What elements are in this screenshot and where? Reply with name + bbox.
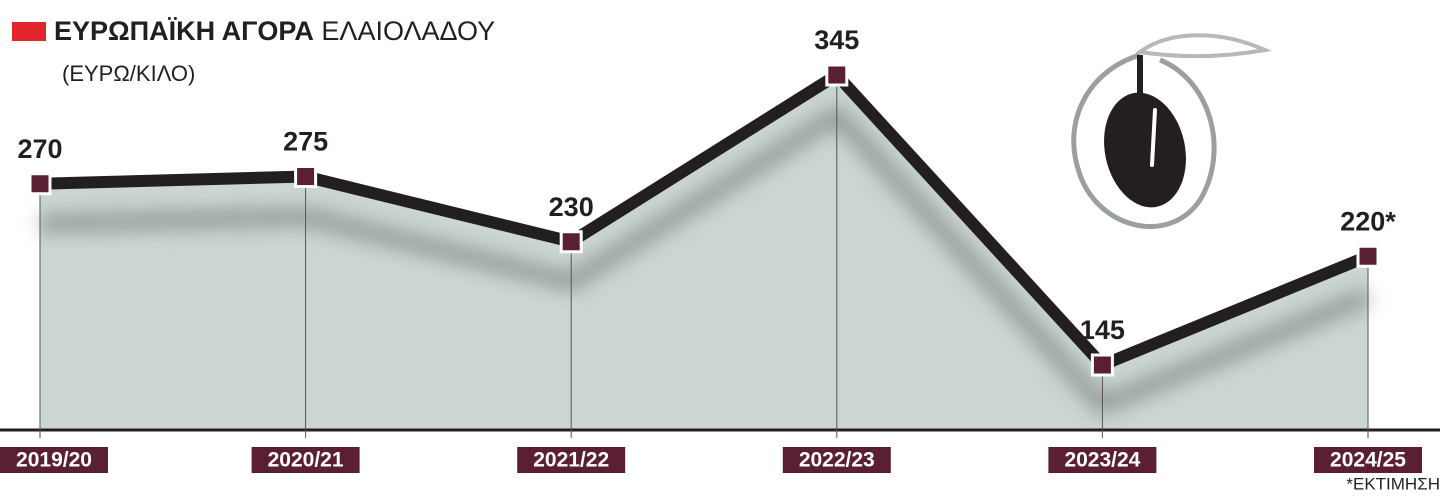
x-tick-label: 2022/23	[799, 449, 875, 472]
value-label: 275	[283, 127, 328, 157]
marker	[1092, 355, 1112, 375]
marker	[561, 232, 581, 252]
x-tick-label: 2020/21	[268, 449, 344, 472]
x-tick-label: 2021/22	[533, 449, 609, 472]
title-rest: ΕΛΑΙΟΛΑΔΟΥ	[321, 16, 495, 46]
x-tick-label: 2023/24	[1064, 449, 1140, 472]
title-bold: ΕΥΡΩΠΑΪΚΗ ΑΓΟΡΑ	[54, 16, 314, 46]
value-label: 270	[17, 134, 62, 164]
marker	[30, 174, 50, 194]
title-marker	[12, 22, 46, 41]
x-tick-label: 2024/25	[1330, 449, 1406, 472]
chart: ΕΥΡΩΠΑΪΚΗ ΑΓΟΡΑ ΕΛΑΙΟΛΑΔΟΥ (ΕΥΡΩ/ΚΙΛΟ) *…	[0, 0, 1451, 499]
value-label: 230	[549, 192, 594, 222]
olive-icon	[1074, 35, 1265, 226]
marker	[1358, 246, 1378, 266]
value-label: 220*	[1340, 206, 1396, 236]
chart-subtitle: (ΕΥΡΩ/ΚΙΛΟ)	[62, 61, 195, 86]
marker	[827, 65, 847, 85]
marker	[296, 167, 316, 187]
value-label: 145	[1080, 315, 1125, 345]
x-tick-label: 2019/20	[16, 449, 92, 472]
footnote: *ΕΚΤΙΜΗΣΗ	[1346, 474, 1440, 493]
chart-title: ΕΥΡΩΠΑΪΚΗ ΑΓΟΡΑ ΕΛΑΙΟΛΑΔΟΥ	[54, 16, 495, 46]
value-label: 345	[814, 25, 859, 55]
